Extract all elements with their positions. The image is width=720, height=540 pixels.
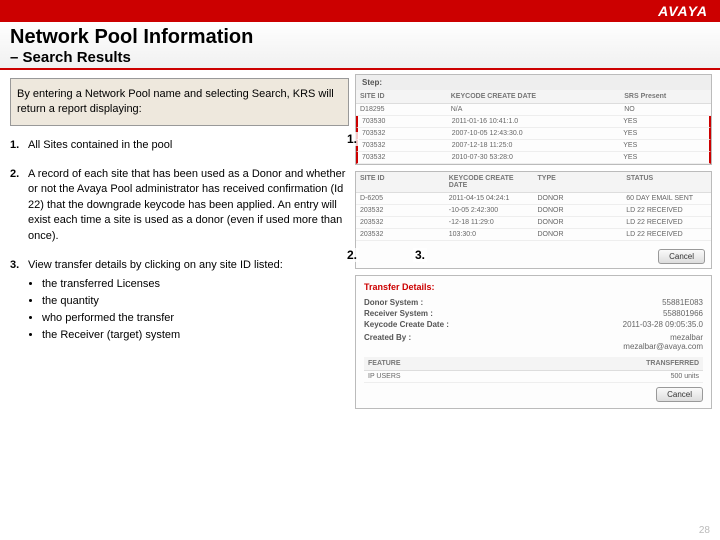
bullet: who performed the transfer [42, 311, 349, 327]
cancel-button[interactable]: Cancel [658, 249, 705, 264]
item-num: 3. [10, 258, 28, 273]
createdby-value: mezalbarmezalbar@avaya.com [484, 333, 703, 351]
table-row[interactable]: 203532-12-18 11:29:0DONORLD 22 RECEIVED [356, 217, 711, 229]
callout-1: 1. [345, 132, 359, 146]
feature-cell: IP USERS [364, 371, 534, 382]
list-item: 2. A record of each site that has been u… [10, 167, 349, 244]
col-header: SITE ID [356, 172, 445, 192]
panel-step-label: Step: [356, 75, 711, 90]
col-header: TYPE [534, 172, 623, 192]
brand-logo: AVAYA [658, 3, 708, 19]
intro-box: By entering a Network Pool name and sele… [10, 78, 349, 126]
table-row[interactable]: D-62052011-04-15 04:24:1DONOR60 DAY EMAI… [356, 193, 711, 205]
table-row[interactable]: 7035302011-01-16 10:41:1.0YES [356, 116, 711, 128]
transfer-details: Transfer Details: Donor System :55881E08… [355, 275, 712, 409]
donor-label: Donor System : [364, 298, 484, 307]
callout-2: 2. [345, 248, 359, 262]
table-header: SITE ID KEYCODE CREATE DATE SRS Present [356, 90, 711, 104]
item-text: A record of each site that has been used… [28, 167, 349, 244]
col-header: FEATURE [364, 357, 534, 370]
header: Network Pool Information – Search Result… [0, 22, 720, 70]
button-row: Cancel [356, 245, 711, 268]
right-column: Step: SITE ID KEYCODE CREATE DATE SRS Pr… [355, 70, 720, 413]
main: By entering a Network Pool name and sele… [0, 70, 720, 413]
left-column: By entering a Network Pool name and sele… [0, 70, 355, 413]
col-header: STATUS [622, 172, 711, 192]
list-item: 1. All Sites contained in the pool [10, 138, 349, 153]
item-text: All Sites contained in the pool [28, 138, 349, 153]
cancel-button[interactable]: Cancel [656, 387, 703, 402]
bullet: the transferred Licenses [42, 277, 349, 293]
list-item: 3. View transfer details by clicking on … [10, 258, 349, 273]
top-bar: AVAYA [0, 0, 720, 22]
table-row[interactable]: D18295N/ANO [356, 104, 711, 116]
transferred-cell: 500 units [534, 371, 704, 382]
col-header: SITE ID [356, 90, 447, 103]
bullet: the Receiver (target) system [42, 328, 349, 344]
table-row[interactable]: 7035322007-10-05 12:43:30.0YES [356, 128, 711, 140]
col-header: KEYCODE CREATE DATE [447, 90, 621, 103]
item-num: 1. [10, 138, 28, 153]
createdby-label: Created By : [364, 333, 484, 351]
table-row[interactable]: 7035322007-12-18 11:25:0YES [356, 140, 711, 152]
donor-value: 55881E083 [484, 298, 703, 307]
col-header: KEYCODE CREATE DATE [445, 172, 534, 192]
table-row[interactable]: 203532103:30:0DONORLD 22 RECEIVED [356, 229, 711, 241]
button-row: Cancel [364, 387, 703, 402]
keycode-date-value: 2011-03-28 09:05:35.0 [484, 320, 703, 329]
instruction-list: 1. All Sites contained in the pool 2. A … [10, 138, 349, 344]
col-header: SRS Present [620, 90, 711, 103]
receiver-value: 558801966 [484, 309, 703, 318]
details-title: Transfer Details: [364, 282, 703, 292]
table-row[interactable]: 203532-10-05 2:42:300DONORLD 22 RECEIVED [356, 205, 711, 217]
bullet-list: the transferred Licenses the quantity wh… [42, 277, 349, 344]
bullet: the quantity [42, 294, 349, 310]
table-row[interactable]: 7035322010-07-30 53:28:0YES [356, 152, 711, 164]
page-title: Network Pool Information [10, 26, 710, 49]
table-header: SITE ID KEYCODE CREATE DATE TYPE STATUS [356, 172, 711, 193]
item-num: 2. [10, 167, 28, 244]
callout-3: 3. [413, 248, 427, 262]
item-text: View transfer details by clicking on any… [28, 258, 349, 273]
sites-panel: Step: SITE ID KEYCODE CREATE DATE SRS Pr… [355, 74, 712, 165]
receiver-label: Receiver System : [364, 309, 484, 318]
page-subtitle: – Search Results [10, 49, 710, 66]
col-header: TRANSFERRED [534, 357, 704, 370]
page-number: 28 [699, 525, 710, 536]
donor-panel: SITE ID KEYCODE CREATE DATE TYPE STATUS … [355, 171, 712, 269]
keycode-date-label: Keycode Create Date : [364, 320, 484, 329]
